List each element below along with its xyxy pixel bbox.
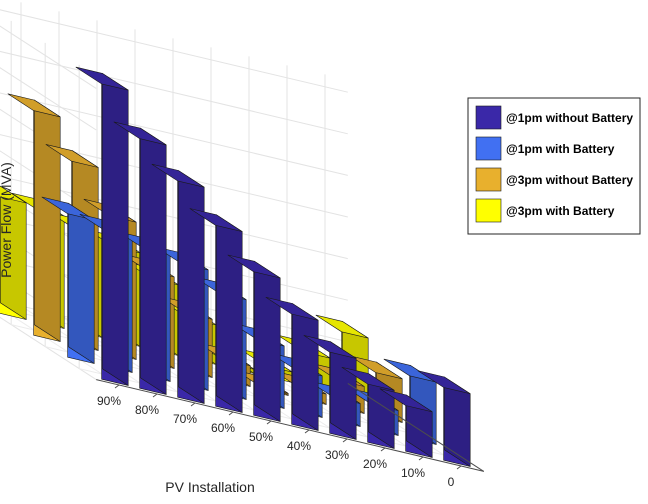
x-tick-mark [380,447,386,452]
bar-face-top [417,370,471,394]
x-axis-label: PV Installation [165,479,255,495]
bar-1-1 [75,66,129,387]
x-tick-label: 60% [211,421,235,435]
legend-swatch [475,105,502,130]
bar-face-side [102,72,129,387]
legend-label: @1pm without Battery [506,111,633,125]
bar-face-side [34,99,61,343]
legend-label: @3pm with Battery [506,204,615,218]
x-tick-mark [190,402,196,407]
x-tick-label: 40% [287,439,311,453]
x-tick-label: 70% [173,412,197,426]
legend-swatch [475,198,502,223]
axes: 0246810121490%80%70%60%50%40%30%20%10%0P… [0,162,485,495]
bar-1-6 [265,297,319,432]
x-axis-line [96,379,484,472]
legend-item: @1pm without Battery [475,105,633,130]
bar-face-top [383,358,437,383]
legend-item: @3pm with Battery [475,198,615,223]
x-tick-label: 90% [97,394,121,408]
z-axis-label: Power Flow (MVA) [0,162,14,278]
bar-face-side [68,202,95,365]
bar-face-top [189,208,243,232]
bar-face-top [303,335,357,359]
x-tick-label: 20% [363,457,387,471]
legend-label: @3pm without Battery [506,173,633,187]
grid-line [0,50,348,135]
bar-1-9 [379,388,433,459]
legend-swatch [475,136,502,161]
bar-face-side [292,302,319,432]
bar-face-top [349,355,403,380]
bar-face-top [151,163,205,188]
bar-1-10 [417,370,471,468]
grid-line [0,25,97,89]
x-tick-mark [266,420,272,425]
bar-face-top [315,314,369,339]
grid-line [0,67,97,131]
bar-face-top [265,297,319,321]
grid-line [0,316,97,381]
bar-1-7 [303,335,357,441]
y-axis-line [347,382,485,472]
legend-swatch [475,167,502,192]
bar-face-side [254,260,281,423]
x-tick-label: 30% [325,448,349,462]
x-tick-mark [418,456,424,461]
grid-line [0,9,348,93]
x-tick-mark [152,393,158,398]
x-tick-label: 80% [135,403,159,417]
x-tick-label: 10% [401,466,425,480]
bar-1-4 [189,208,243,414]
bar-face-top [75,66,129,91]
x-tick-label: 0 [448,475,455,489]
x-tick-mark [304,429,310,434]
bar-face-top [341,367,395,391]
x-tick-mark [228,411,234,416]
bar-face-top [45,144,99,168]
bar-4-1 [0,185,27,321]
bar-1-2 [113,121,167,396]
x-tick-mark [456,465,462,470]
bar-face-top [227,254,281,279]
bar-3-1 [7,93,61,343]
legend-item: @3pm without Battery [475,167,633,192]
bar-face-side [178,169,205,405]
bar-face-top [113,121,167,146]
bar-face-top [379,388,433,413]
bar-2-1 [41,196,95,365]
bar-face-side [216,214,243,414]
x-tick-mark [342,438,348,443]
bar-face-top [7,93,61,118]
x-tick-label: 50% [249,430,273,444]
legend: @1pm without Battery @1pm with Battery @3p… [467,97,641,235]
bar-1-3 [151,163,205,405]
x-tick-mark [114,384,120,389]
bar-face-top [0,185,27,204]
legend-item: @1pm with Battery [475,136,615,161]
legend-label: @1pm with Battery [506,142,615,156]
bars [0,66,471,468]
